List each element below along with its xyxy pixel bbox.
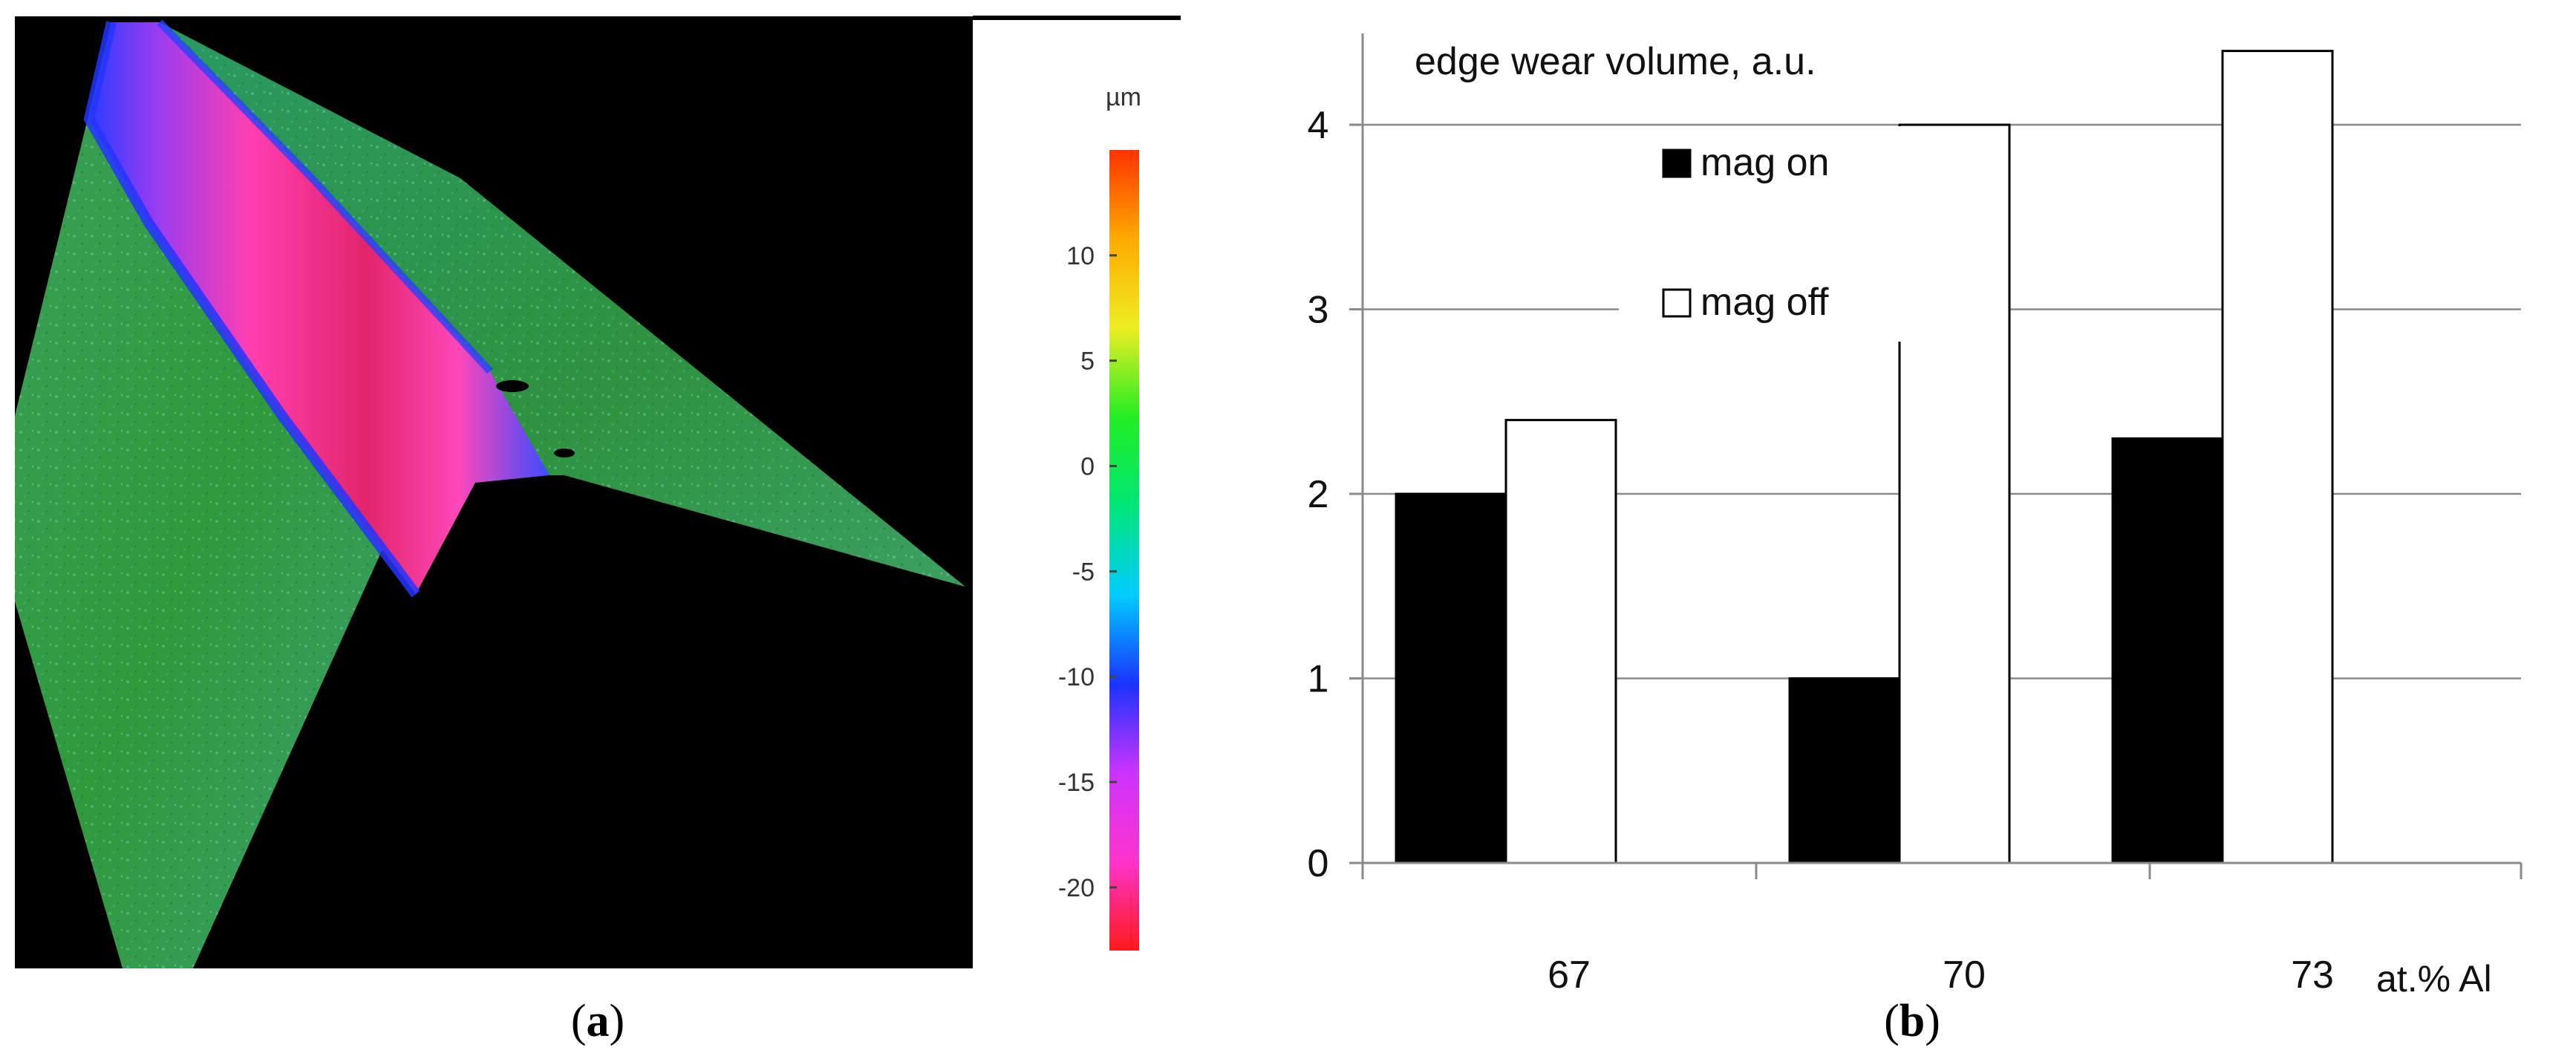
colorbar-tick-label: -15 xyxy=(1058,769,1095,797)
wear-band-edge-left xyxy=(83,21,420,598)
colorbar-ticks: 10 5 0 -5 -10 -15 -20 xyxy=(1058,242,1117,902)
x-tick-label: 67 xyxy=(1548,954,1591,997)
colorbar-tick-label: 10 xyxy=(1066,242,1095,270)
wear-band-edge-right xyxy=(157,19,493,374)
legend-swatch xyxy=(1662,149,1692,178)
colorbar-tick-label: 0 xyxy=(1080,453,1095,481)
y-tick-label: 1 xyxy=(1308,658,1329,701)
legend-swatch xyxy=(1662,288,1692,318)
bar-mag-off-73 xyxy=(2221,50,2334,864)
surface-defect xyxy=(402,616,429,631)
bar-mag-on-67 xyxy=(1395,492,1507,864)
x-axis-label: at.% Al xyxy=(2376,958,2492,1000)
colorbar-tick-label: 5 xyxy=(1080,348,1095,376)
colorbar-unit: µm xyxy=(1106,83,1141,111)
x-tick-label: 70 xyxy=(1943,954,1986,997)
edge-wear-band xyxy=(89,22,550,594)
surface-defect xyxy=(496,380,529,392)
colorbar-background xyxy=(973,16,1188,968)
x-tick-label: 73 xyxy=(2291,954,2334,997)
panel-a: µm 10 5 0 -5 -10 -15 -20 (a) xyxy=(0,0,1188,1055)
x-tick-labels: 67 70 73 xyxy=(1548,954,2334,997)
panel-a-figure: µm 10 5 0 -5 -10 -15 -20 (a) xyxy=(15,16,1188,1046)
bar-mag-on-70 xyxy=(1788,677,1901,864)
y-tick-label: 4 xyxy=(1308,104,1329,147)
left-face-texture xyxy=(15,22,416,968)
bars xyxy=(1395,50,2334,864)
bar-mag-on-73 xyxy=(2111,437,2224,864)
colorbar-tick-label: -5 xyxy=(1072,558,1095,586)
y-tick-labels: 0 1 2 3 4 xyxy=(1308,104,1329,885)
legend-label: mag on xyxy=(1701,141,1829,184)
right-face-texture xyxy=(160,22,965,587)
y-tick-label: 2 xyxy=(1308,473,1329,516)
y-tick-label: 3 xyxy=(1308,289,1329,332)
surface-defect xyxy=(554,449,575,457)
panel-b-caption: (b) xyxy=(1884,996,1940,1046)
y-tick-label: 0 xyxy=(1308,842,1329,885)
bar-chart: 0 1 2 3 4 67 70 73 edge wear volume, a.u. at.%… xyxy=(1308,33,2523,1046)
bar-mag-off-67 xyxy=(1504,419,1617,864)
panel-a-caption: (a) xyxy=(571,996,625,1046)
colorbar xyxy=(1109,150,1139,951)
y-axis-label: edge wear volume, a.u. xyxy=(1415,40,1816,83)
legend-label: mag off xyxy=(1701,281,1829,324)
colorbar-tick-label: -10 xyxy=(1058,663,1095,691)
colorbar-tick-label: -20 xyxy=(1058,874,1095,902)
panel-b: 0 1 2 3 4 67 70 73 edge wear volume, a.u. at.%… xyxy=(1218,0,2576,1055)
surface-defect xyxy=(392,637,410,648)
axes xyxy=(1349,33,2523,879)
legend: mag on mag off xyxy=(1619,126,2005,342)
